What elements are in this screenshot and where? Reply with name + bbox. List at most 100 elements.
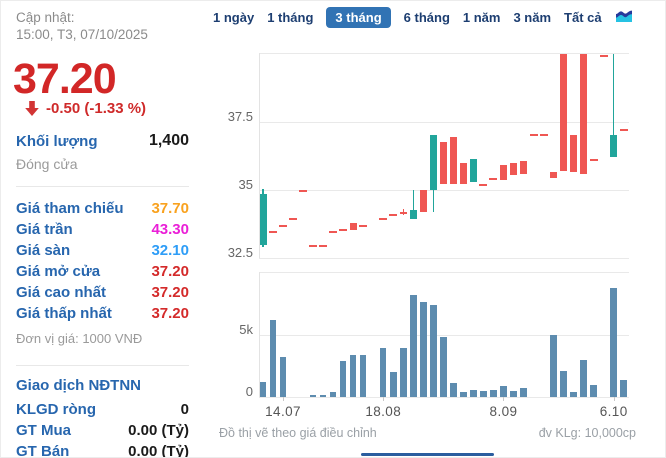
x-axis-tick [383,397,385,401]
updated-label: Cập nhật: [16,10,75,25]
volume-bar [329,392,337,397]
candle-body [610,135,618,158]
candle-body [499,165,507,181]
volume-bar [440,337,447,397]
candle-doji [339,228,348,231]
price-info-value: 37.20 [151,284,189,301]
price-info-value: 43.30 [151,221,189,238]
price-plot-left-border [259,53,260,259]
candle-wick [612,54,615,158]
volume-bar [359,354,367,397]
price-info-row: Giá sàn 32.10 [16,240,189,261]
adjusted-price-note: Đồ thị vẽ theo giá điều chỉnh [219,426,377,440]
candle-doji [379,217,388,220]
volume-gridline [259,397,629,398]
tab-range-5[interactable]: 3 năm [513,9,552,25]
foreign-trading-value: 0.00 (Tỷ) [128,422,189,439]
price-gridline [259,121,629,123]
candle-doji [359,224,368,227]
price-info-value: 37.20 [151,305,189,322]
volume-bar [620,379,627,397]
tab-range-2[interactable]: 3 tháng [326,6,391,28]
tab-range-3[interactable]: 6 tháng [403,9,450,25]
volume-bar [279,357,287,397]
x-axis-label: 14.07 [265,404,301,419]
candle-body [449,136,457,185]
price-gridline [259,189,629,191]
foreign-trading-row: KLGD ròng 0 [16,399,189,420]
foreign-trading-header: Giao dịch NĐTNN [16,377,142,394]
scrollbar-thumb[interactable] [361,453,494,456]
candle-doji [269,231,278,234]
candle-wick [412,189,415,219]
last-price: 37.20 [13,55,117,103]
volume-bar [349,354,357,397]
candle-doji [279,224,288,227]
candle-body [409,210,417,219]
volume-bar [379,348,387,397]
x-axis-label: 18.08 [365,404,402,419]
candle-doji [329,231,338,234]
volume-bar [470,389,477,397]
volume-bar [339,360,347,397]
tab-range-1[interactable]: 1 tháng [267,9,314,25]
price-info-label: Giá trần [16,221,73,238]
volume-bar [580,359,587,397]
price-plot-top-border [259,53,629,55]
price-info-value: 37.20 [151,263,189,280]
candle-wick [402,209,405,215]
volume-bar [510,390,517,397]
volume-bar [309,395,317,397]
volume-plot-top-border [259,271,629,273]
volume-bar [610,288,617,397]
volume-bar [420,302,427,397]
candle-doji [289,217,298,220]
volume-bar [269,319,277,397]
volume-unit-note: đv KLg: 10,000cp [538,426,636,440]
candle-body [259,193,267,245]
foreign-trading-row: GT Mua 0.00 (Tỷ) [16,420,189,441]
volume-bar [430,304,437,397]
price-info-label: Giá sàn [16,242,71,259]
volume-bar [490,389,497,397]
tab-range-6[interactable]: Tất cả [564,9,602,25]
candle-doji [529,134,538,137]
volume-bar [390,372,397,397]
volume-row: Khối lượng 1,400 [16,132,189,150]
foreign-trading-label: GT Mua [16,422,71,439]
candle-doji [539,134,548,137]
volume-bar [400,348,407,397]
price-info-row: Giá thấp nhất 37.20 [16,303,189,324]
foreign-trading-row: GT Bán 0.00 (Tỷ) [16,441,189,457]
area-chart-icon[interactable] [615,9,633,25]
candle-body [520,161,528,174]
volume-bar [560,370,567,397]
foreign-trading-value: 0 [180,401,189,418]
volume-axis-label: 0 [245,384,253,399]
candle-doji [589,158,598,161]
close-label: Đóng cửa [16,156,78,172]
volume-bar [480,390,487,397]
candle-body [570,135,578,173]
candle-doji [299,190,308,193]
volume-label: Khối lượng [16,132,98,150]
candle-body [399,211,407,214]
price-info-row: Giá cao nhất 37.20 [16,282,189,303]
foreign-trading-label: KLGD ròng [16,401,96,418]
tab-range-0[interactable]: 1 ngày [213,9,255,25]
price-info-row: Giá mở cửa 37.20 [16,261,189,282]
candle-body [419,189,427,212]
price-info-row: Giá trần 43.30 [16,219,189,240]
arrow-down-icon [25,101,39,116]
candle-doji [319,245,328,247]
volume-bar [550,334,557,397]
updated-time: 15:00, T3, 07/10/2025 [16,27,148,42]
price-info-label: Giá thấp nhất [16,305,112,322]
volume-bar [460,392,467,397]
candle-body [439,142,447,185]
candle-body [510,162,517,175]
x-axis-tick [283,397,285,401]
tab-range-4[interactable]: 1 năm [462,9,501,25]
